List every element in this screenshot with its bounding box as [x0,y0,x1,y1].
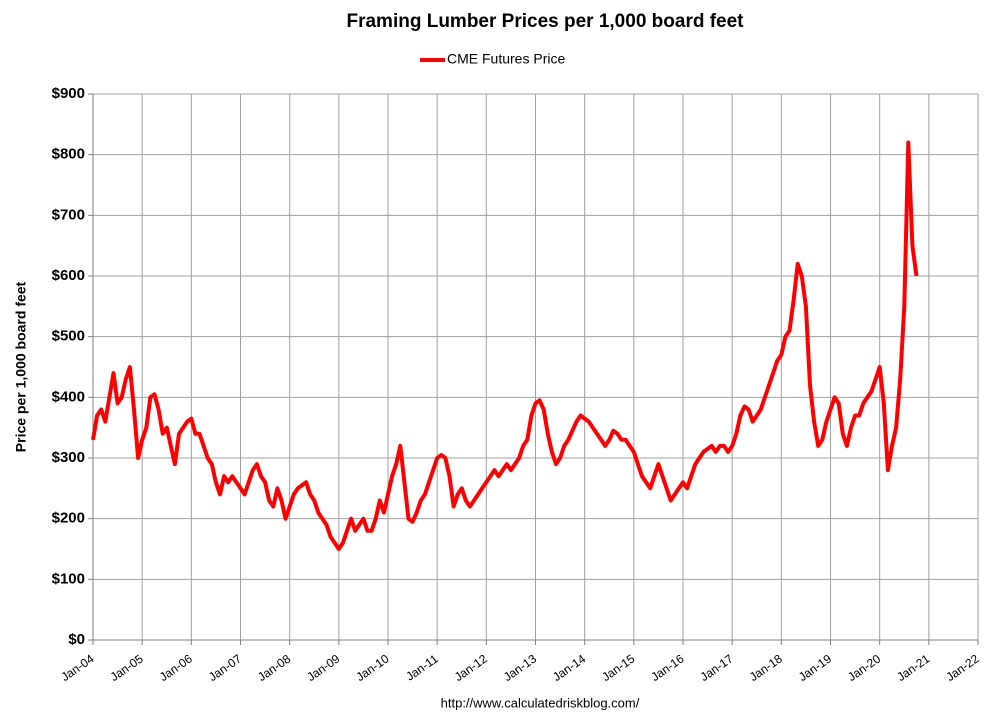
x-tick-label: Jan-21 [894,651,932,684]
data-line [91,140,919,551]
chart-title: Framing Lumber Prices per 1,000 board fe… [346,11,744,32]
x-tick-label: Jan-07 [206,651,244,684]
source: http://www.calculatedriskblog.com/ [441,695,640,710]
x-tick-label: Jan-22 [943,651,981,684]
x-tick-label: Jan-14 [550,651,588,684]
y-tick-label: $200 [52,510,85,527]
x-tick-label: Jan-20 [845,651,883,684]
x-tick-label: Jan-06 [157,651,195,684]
x-tick-label: Jan-18 [747,651,785,684]
x-tick-label: Jan-15 [599,651,637,684]
y-tick-label: $800 [52,146,85,163]
y-tick-label: $500 [52,328,85,345]
x-tick-label: Jan-16 [648,651,686,684]
x-tick-label: Jan-10 [353,651,391,684]
x-tick-label: Jan-08 [255,651,293,684]
x-tick-label: Jan-11 [403,651,441,683]
x-tick-label: Jan-13 [501,651,539,684]
legend-label: CME Futures Price [447,51,565,67]
x-tick-label: Jan-19 [796,651,834,684]
y-tick-label: $600 [52,267,85,284]
x-tick-label: Jan-12 [452,651,490,684]
y-axis-label: Price per 1,000 board feet [13,281,29,452]
y-tick-label: $400 [52,388,85,405]
y-tick-label: $900 [52,85,85,102]
x-tick-label: Jan-09 [304,651,342,684]
x-tick-label: Jan-17 [698,651,736,684]
y-tick-label: $0 [68,631,85,648]
y-tick-label: $300 [52,449,85,466]
x-tick-label: Jan-04 [58,651,96,684]
y-tick-label: $100 [52,570,85,587]
y-tick-label: $700 [52,206,85,223]
x-tick-label: Jan-05 [108,651,146,684]
